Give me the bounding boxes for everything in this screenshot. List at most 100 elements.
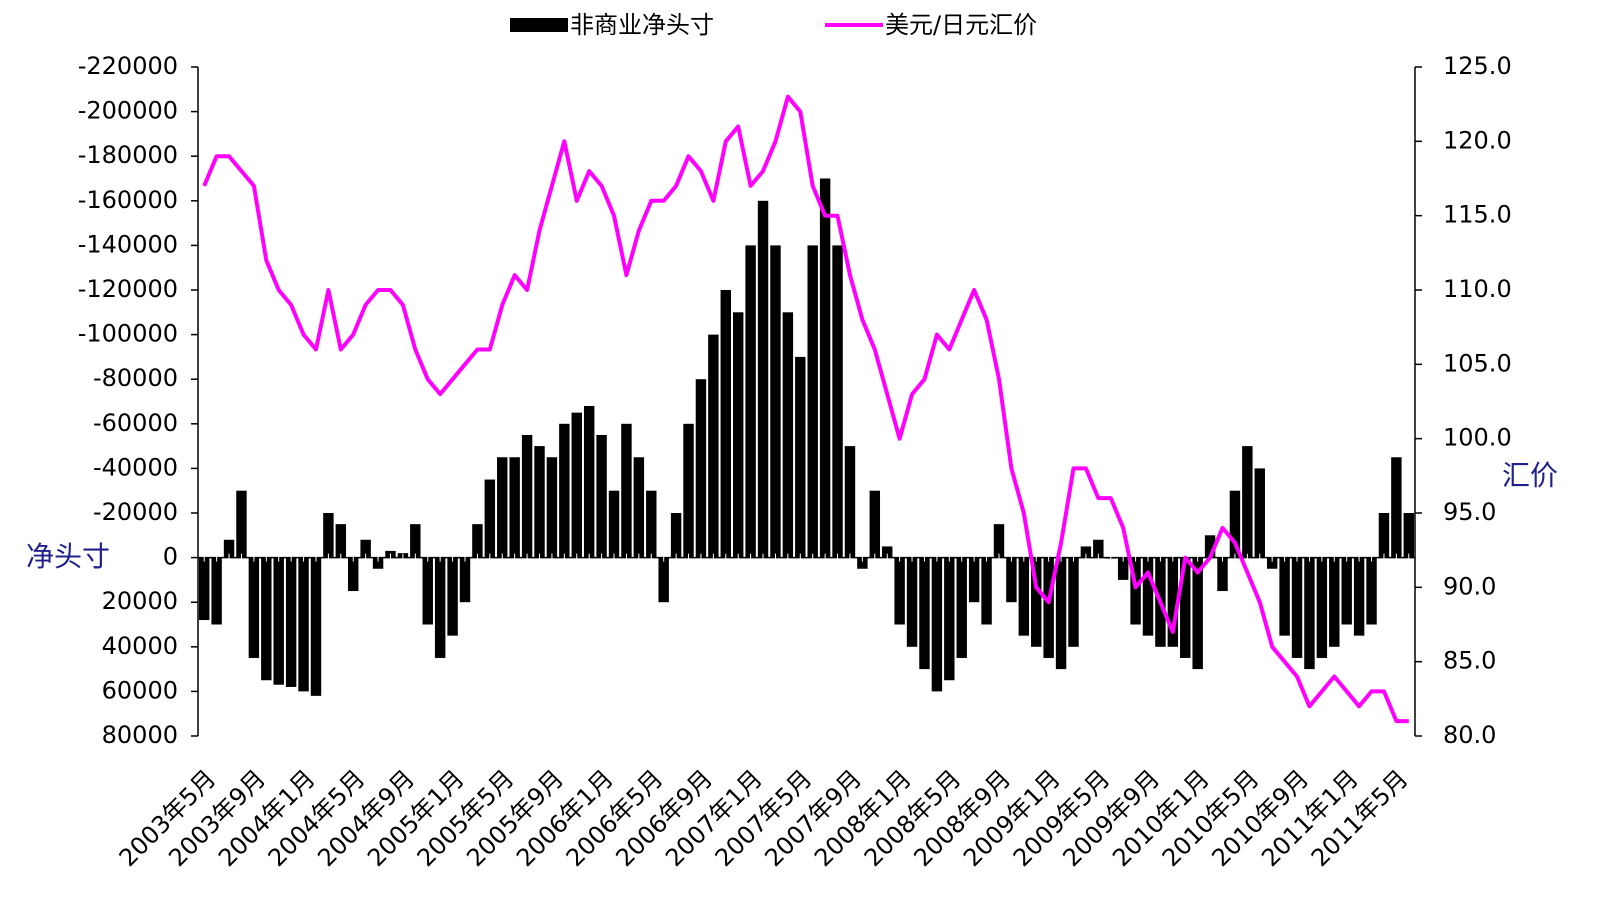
bar [844, 446, 856, 558]
legend-label: 非商业净头寸 [570, 11, 714, 39]
bar [931, 557, 943, 692]
y-tick-label: 40000 [102, 632, 178, 660]
bar [521, 434, 533, 558]
bar [906, 557, 918, 647]
bar [1192, 557, 1203, 670]
bar [1031, 557, 1042, 647]
legend-label: 美元/日元汇价 [885, 11, 1037, 39]
bar [310, 557, 322, 696]
bar [1180, 557, 1191, 658]
bar [261, 557, 272, 681]
y2-tick-label: 115.0 [1443, 201, 1512, 229]
y-tick-label: 80000 [102, 721, 178, 749]
bar [1130, 557, 1141, 625]
bar [670, 513, 682, 558]
y2-tick-label: 95.0 [1443, 498, 1496, 526]
bar [608, 490, 620, 558]
y2-tick-label: 85.0 [1443, 647, 1496, 675]
y2-tick-label: 105.0 [1443, 349, 1512, 377]
y2-tick-label: 100.0 [1443, 424, 1512, 452]
y-tick-label: -120000 [78, 275, 178, 303]
bar [198, 557, 210, 621]
bar [211, 557, 222, 625]
bar [1068, 557, 1079, 647]
bar [708, 334, 719, 558]
y-tick-label: -40000 [93, 453, 178, 481]
bar [273, 557, 284, 685]
bar [1329, 557, 1340, 647]
bar [335, 524, 347, 558]
bar [745, 245, 756, 558]
bar [459, 557, 471, 603]
bar [534, 446, 545, 558]
y-tick-label: -200000 [78, 97, 178, 125]
bar [993, 524, 1005, 558]
bar [1006, 557, 1017, 603]
bar [1391, 457, 1402, 558]
bar [1093, 539, 1104, 558]
bar [1291, 557, 1303, 658]
bar [1018, 557, 1030, 636]
bar [1353, 557, 1365, 636]
bar [1217, 557, 1228, 592]
bar [633, 457, 645, 558]
bar [1229, 490, 1241, 558]
bar [621, 423, 632, 558]
bar [236, 490, 247, 558]
bar [1403, 513, 1415, 558]
y2-tick-label: 125.0 [1443, 52, 1512, 80]
bar [484, 479, 496, 558]
bar [1279, 557, 1290, 636]
y-tick-label: -100000 [78, 320, 178, 348]
bar [981, 557, 992, 625]
bar [956, 557, 967, 658]
y-tick-label: 0 [163, 543, 178, 571]
bar [422, 557, 433, 625]
bar [583, 405, 595, 558]
bar [410, 524, 421, 558]
y2-tick-label: 80.0 [1443, 721, 1496, 749]
bar [732, 312, 744, 558]
bar [1117, 557, 1129, 580]
y-tick-label: -60000 [93, 409, 178, 437]
bar [1204, 535, 1216, 558]
bar [323, 513, 334, 558]
bar [832, 245, 843, 558]
bar [882, 546, 893, 558]
bar [1304, 557, 1315, 670]
bar [1142, 557, 1154, 636]
bar [1080, 546, 1092, 558]
y-tick-label: -80000 [93, 364, 178, 392]
y-tick-label: -20000 [93, 498, 178, 526]
y2-tick-label: 120.0 [1443, 126, 1512, 154]
y-tick-label: -160000 [78, 186, 178, 214]
legend-swatch [510, 18, 568, 32]
bar [447, 557, 458, 636]
bar [1043, 557, 1054, 658]
y-tick-label: 60000 [102, 676, 178, 704]
bar [1316, 557, 1328, 658]
y-tick-label: -140000 [78, 230, 178, 258]
bar [646, 490, 657, 558]
y-axis-title: 净头寸 [26, 540, 110, 573]
bar [559, 423, 570, 558]
bar [546, 457, 558, 558]
y2-tick-label: 110.0 [1443, 275, 1512, 303]
bar [472, 524, 483, 558]
bar [298, 557, 309, 692]
bar [248, 557, 260, 658]
bar [869, 490, 881, 558]
y2-axis-title: 汇价 [1502, 459, 1558, 492]
bar [757, 200, 769, 558]
bar [968, 557, 980, 603]
bar [1366, 557, 1377, 625]
bar [857, 557, 868, 569]
bar [1055, 557, 1067, 670]
bar [372, 557, 384, 569]
bar [819, 178, 831, 558]
line [202, 94, 1409, 724]
bar [596, 434, 607, 558]
bar [720, 290, 731, 558]
bar [695, 379, 707, 558]
